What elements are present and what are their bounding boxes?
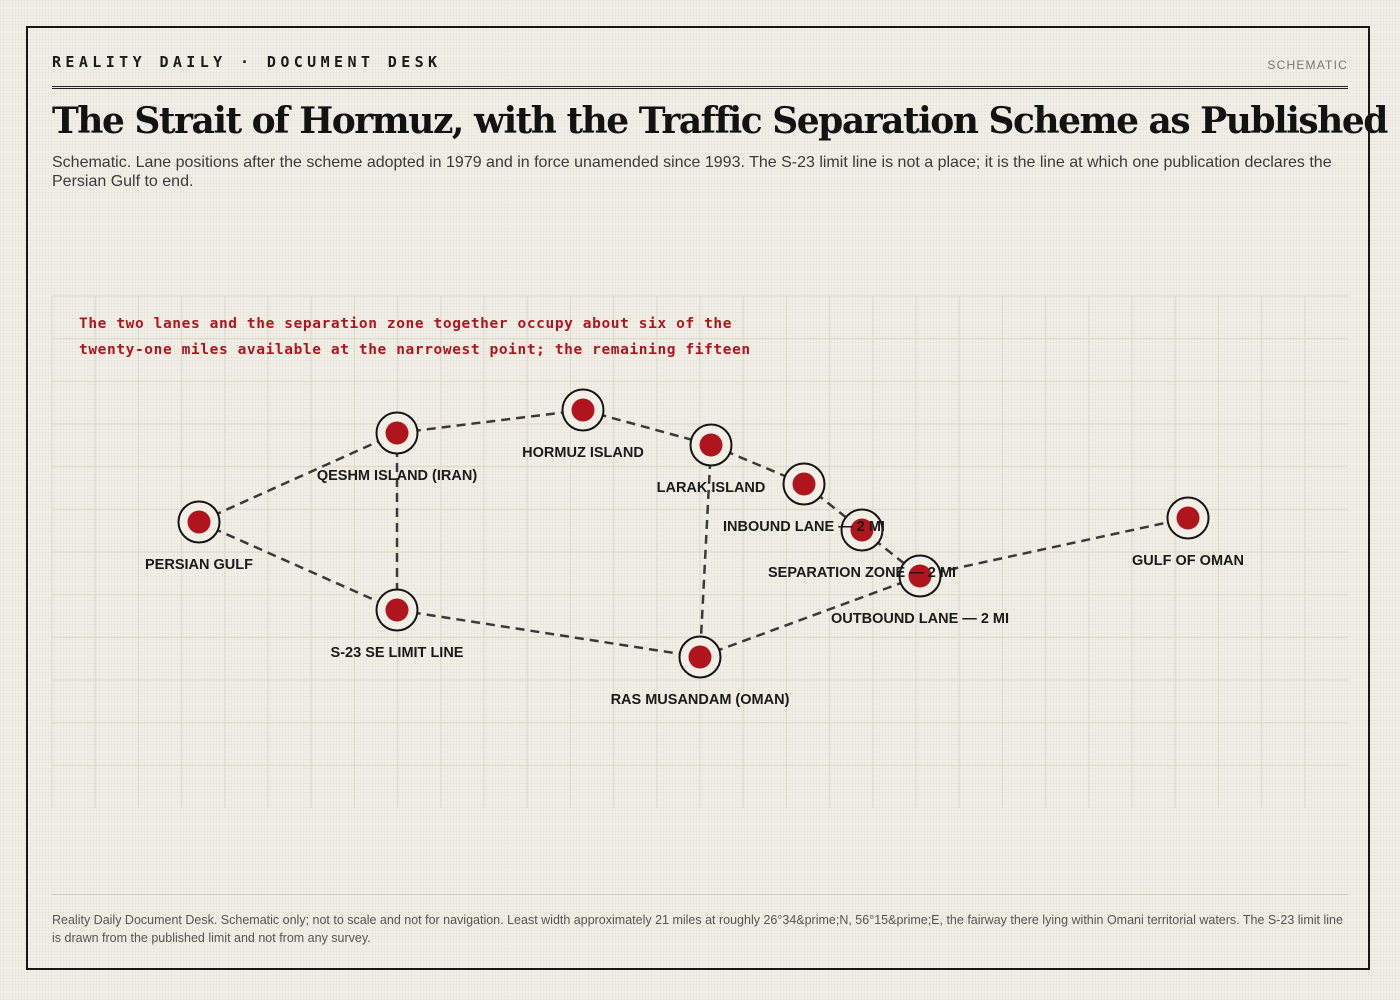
node-dot bbox=[688, 645, 712, 669]
node-inbound bbox=[782, 462, 826, 506]
node-dot bbox=[1176, 506, 1200, 530]
masthead: REALITY DAILY · DOCUMENT DESK SCHEMATIC bbox=[52, 52, 1348, 89]
node-separation bbox=[840, 508, 884, 552]
page-frame bbox=[26, 26, 1370, 970]
footer-note: Reality Daily Document Desk. Schematic o… bbox=[52, 894, 1348, 947]
node-dot bbox=[792, 472, 816, 496]
node-dot bbox=[385, 598, 409, 622]
node-gulf-of-oman bbox=[1166, 496, 1210, 540]
edge-s23-to-musandam bbox=[396, 608, 701, 659]
node-outbound bbox=[898, 554, 942, 598]
brand-name: REALITY DAILY · DOCUMENT DESK bbox=[52, 53, 442, 71]
page-subtitle: Schematic. Lane positions after the sche… bbox=[52, 154, 1332, 190]
node-label-persian-gulf: PERSIAN GULF bbox=[145, 557, 253, 573]
node-dot bbox=[571, 398, 595, 422]
edge-musandam-to-outbound bbox=[699, 574, 921, 659]
node-label-larak: LARAK ISLAND bbox=[657, 480, 766, 496]
node-label-musandam: RAS MUSANDAM (OMAN) bbox=[611, 692, 790, 708]
node-label-qeshm: QESHM ISLAND (IRAN) bbox=[317, 468, 477, 484]
node-label-separation: SEPARATION ZONE — 2 MI bbox=[768, 565, 956, 581]
edge-persian-gulf-to-s23 bbox=[198, 520, 398, 612]
node-label-gulf-of-oman: GULF OF OMAN bbox=[1132, 553, 1244, 569]
node-label-s23: S-23 SE LIMIT LINE bbox=[331, 645, 464, 661]
node-dot bbox=[699, 433, 723, 457]
node-qeshm bbox=[375, 411, 419, 455]
edge-hormuz-to-larak bbox=[582, 408, 712, 447]
section-tag: SCHEMATIC bbox=[1267, 58, 1348, 72]
node-dot bbox=[850, 518, 874, 542]
node-dot bbox=[187, 510, 211, 534]
node-persian-gulf bbox=[177, 500, 221, 544]
node-musandam bbox=[678, 635, 722, 679]
node-larak bbox=[689, 423, 733, 467]
annotation-line-1: The two lanes and the separation zone to… bbox=[79, 316, 732, 332]
edge-larak-to-musandam bbox=[698, 444, 713, 658]
node-dot bbox=[908, 564, 932, 588]
page-title: The Strait of Hormuz, with the Traffic S… bbox=[52, 100, 1388, 142]
node-s23 bbox=[375, 588, 419, 632]
background-grid bbox=[51, 295, 1348, 808]
node-hormuz bbox=[561, 388, 605, 432]
node-label-inbound: INBOUND LANE — 2 MI bbox=[723, 519, 885, 535]
diagram-nodes bbox=[177, 388, 1210, 679]
annotation-line-2: twenty-one miles available at the narrow… bbox=[79, 342, 751, 358]
node-dot bbox=[385, 421, 409, 445]
diagram-labels: PERSIAN GULF QESHM ISLAND (IRAN) HORMUZ IS… bbox=[145, 445, 1244, 708]
edge-persian-gulf-to-qeshm bbox=[198, 431, 398, 524]
node-label-outbound: OUTBOUND LANE — 2 MI bbox=[831, 611, 1009, 627]
node-label-hormuz: HORMUZ ISLAND bbox=[522, 445, 644, 461]
edge-qeshm-to-hormuz bbox=[396, 408, 584, 435]
edge-outbound-to-gulf-of-oman bbox=[919, 516, 1189, 578]
